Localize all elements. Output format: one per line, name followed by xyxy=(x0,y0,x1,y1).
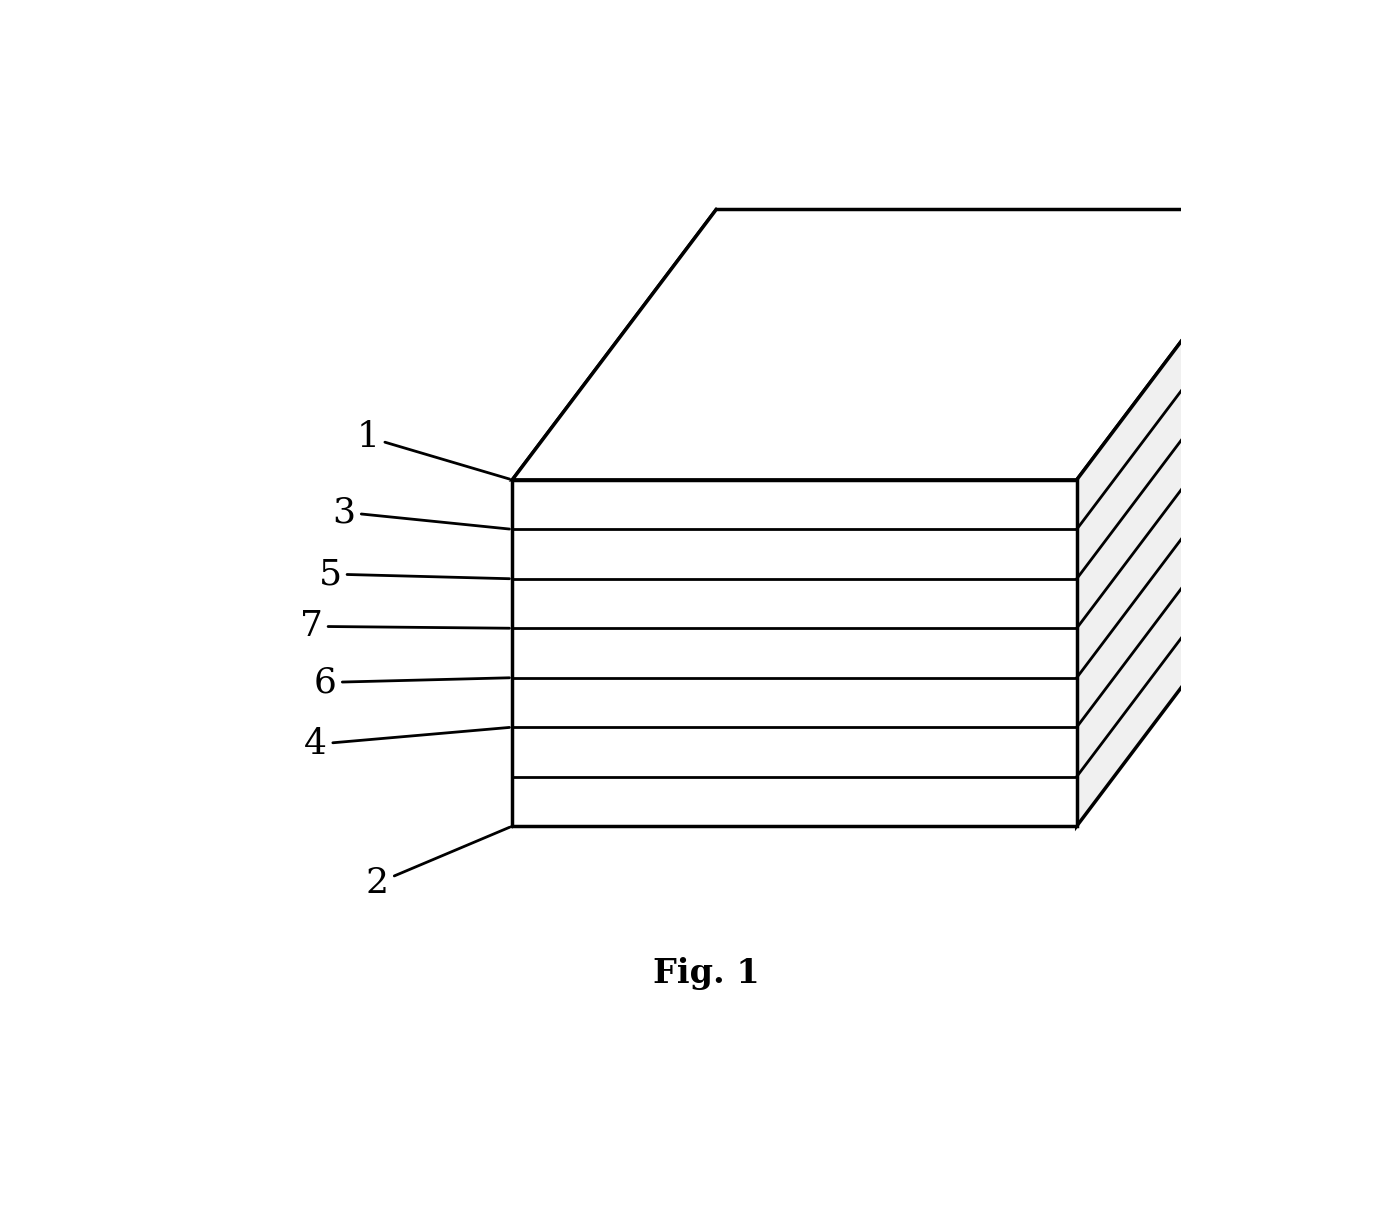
Polygon shape xyxy=(1077,209,1281,827)
Polygon shape xyxy=(512,479,1077,827)
Text: 7: 7 xyxy=(299,610,509,643)
Text: 5: 5 xyxy=(319,557,509,591)
Text: Fig. 1: Fig. 1 xyxy=(654,957,760,989)
Text: 2: 2 xyxy=(365,827,510,901)
Polygon shape xyxy=(512,209,1281,479)
Text: 1: 1 xyxy=(356,420,510,479)
Text: 6: 6 xyxy=(314,665,509,700)
Text: 4: 4 xyxy=(305,727,509,761)
Text: 3: 3 xyxy=(332,495,509,530)
